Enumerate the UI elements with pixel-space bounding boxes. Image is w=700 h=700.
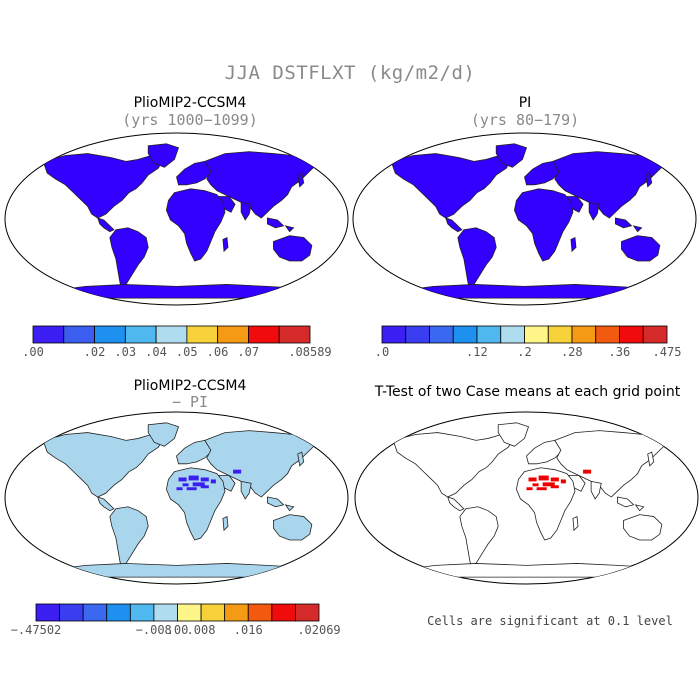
colorbar-swatch (500, 325, 525, 344)
colorbar-tick-label: .04 (145, 345, 167, 359)
colorbar-swatch (200, 603, 226, 622)
colorbar-tick-label: −.008 (135, 623, 172, 637)
colorbar-swatch (571, 325, 597, 344)
colorbar-tick-label: .03 (114, 345, 137, 359)
colorbar-tick-label: .36 (608, 345, 631, 359)
colorbar-swatch (476, 325, 502, 344)
colorbar-swatch (524, 325, 549, 344)
colorbar-tick-label: −.47502 (10, 623, 62, 637)
colorbar-swatch (595, 325, 620, 344)
colorbar-swatch (177, 603, 202, 622)
colorbar-swatch (186, 325, 219, 344)
colorbar-tick-label: .008 (186, 623, 216, 637)
panel-subtitle-bottom-left: − PI (171, 393, 209, 411)
panel-title-top-right: PI (518, 95, 532, 111)
colorbar-top-right (381, 325, 668, 344)
colorbar-swatch (35, 603, 60, 622)
map-bottom-right (354, 411, 699, 585)
colorbar-swatch (59, 603, 84, 622)
colorbar-swatch (642, 325, 668, 344)
panel-title-top-left: PlioMIP2-CCSM4 (133, 95, 247, 111)
colorbar-swatch (106, 603, 131, 622)
colorbar-tick-label: .00 (166, 623, 189, 637)
colorbar-swatch (124, 325, 157, 344)
colorbar-bottom-left (35, 603, 320, 622)
colorbar-tick-label: .02069 (297, 623, 341, 637)
colorbar-swatch (405, 325, 430, 344)
colorbar-swatch (94, 325, 126, 344)
figure-title: JJA DSTFLXT (kg/m2/d) (224, 62, 476, 84)
colorbar-swatch (619, 325, 644, 344)
colorbar-top-left (32, 325, 311, 344)
colorbar-tick-label: .06 (206, 345, 229, 359)
panel-title-bottom-right: T-Test of two Case means at each grid po… (374, 384, 681, 400)
colorbar-swatch (247, 603, 273, 622)
colorbar-swatch (452, 325, 478, 344)
colorbar-swatch (153, 603, 178, 622)
colorbar-tick-label: .28 (560, 345, 583, 359)
map-bottom-left (4, 411, 349, 585)
colorbar-swatch (224, 603, 249, 622)
colorbar-tick-label: .2 (517, 345, 532, 359)
colorbar-tick-label: .0 (374, 345, 390, 359)
significance-note: Cells are significant at 0.1 level (427, 614, 673, 628)
colorbar-swatch (155, 325, 188, 344)
colorbar-swatch (82, 603, 108, 622)
colorbar-swatch (248, 325, 280, 344)
colorbar-tick-label: .12 (466, 345, 488, 359)
panel-title-bottom-left: PlioMIP2-CCSM4 (133, 378, 247, 394)
colorbar-swatch (32, 325, 65, 344)
colorbar-tick-label: .00 (22, 345, 44, 359)
colorbar-swatch (63, 325, 95, 344)
map-top-right (352, 132, 697, 306)
colorbar-tick-label: .05 (175, 345, 198, 359)
colorbar-swatch (278, 325, 311, 344)
colorbar-swatch (295, 603, 320, 622)
panel-subtitle-top-left: (yrs 1000−1099) (122, 111, 258, 129)
colorbar-tick-label: .07 (237, 345, 260, 359)
colorbar-tick-label: .016 (233, 623, 263, 637)
panel-subtitle-top-right: (yrs 80−179) (470, 111, 580, 129)
map-top-left (4, 132, 349, 306)
colorbar-swatch (547, 325, 573, 344)
colorbar-tick-label: .475 (652, 345, 682, 359)
colorbar-swatch (381, 325, 407, 344)
colorbar-swatch (217, 325, 249, 344)
colorbar-swatch (129, 603, 155, 622)
colorbar-swatch (271, 603, 296, 622)
colorbar-swatch (429, 325, 454, 344)
colorbar-tick-label: .02 (83, 345, 106, 359)
colorbar-tick-label: .08589 (288, 345, 332, 359)
